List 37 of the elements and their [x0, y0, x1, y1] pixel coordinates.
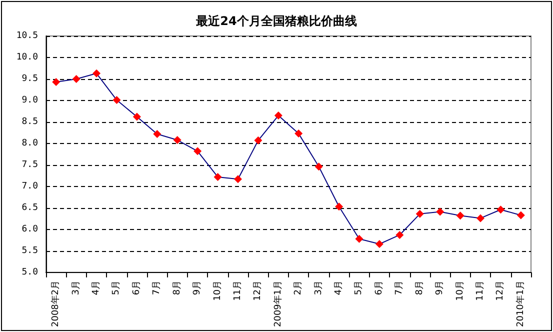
x-tick-label: 6月 [374, 280, 384, 296]
x-tick-label: 4月 [334, 280, 344, 296]
x-tick-label: 8月 [414, 280, 425, 296]
y-tick-label: 9.0 [22, 95, 38, 106]
y-tick-label: 10.0 [16, 52, 38, 62]
x-tick-label: 7月 [152, 280, 162, 296]
y-tick-label: 7.0 [22, 181, 38, 192]
x-tick-label: 2010年1月 [514, 280, 526, 328]
y-tick-label: 6.5 [22, 202, 38, 213]
x-tick-label: 11月 [475, 280, 486, 301]
x-tick-label: 10月 [212, 280, 223, 301]
x-tick-label: 10月 [455, 280, 466, 301]
x-tick-label: 4月 [92, 280, 102, 296]
x-tick-label: 3月 [71, 280, 82, 296]
x-tick-label: 2009年1月 [272, 280, 284, 328]
x-tick-label: 2008年2月 [50, 280, 62, 328]
x-tick-label: 6月 [132, 280, 142, 296]
y-tick-label: 10.5 [16, 31, 38, 41]
y-tick-label: 7.5 [22, 160, 38, 170]
x-tick-label: 9月 [435, 280, 446, 296]
x-tick-label: 3月 [314, 280, 324, 296]
y-tick-label: 6.0 [22, 224, 38, 234]
x-tick-label: 7月 [394, 280, 405, 296]
x-tick-label: 5月 [112, 280, 122, 296]
x-tick-label: 9月 [192, 280, 203, 296]
y-tick-label: 5.5 [22, 246, 38, 256]
x-tick-label: 11月 [232, 280, 243, 301]
x-tick-label: 12月 [253, 280, 264, 301]
x-tick-label: 5月 [354, 280, 364, 296]
y-tick-label: 5.0 [22, 267, 38, 278]
y-tick-label: 8.5 [22, 116, 38, 127]
y-tick-label: 9.5 [22, 74, 38, 84]
y-tick-label: 8.0 [22, 138, 38, 148]
chart-title: 最近24个月全国猪粮比价曲线 [195, 14, 357, 28]
x-tick-label: 2月 [294, 280, 304, 296]
x-tick-label: 8月 [172, 280, 182, 296]
x-tick-label: 12月 [496, 280, 506, 301]
